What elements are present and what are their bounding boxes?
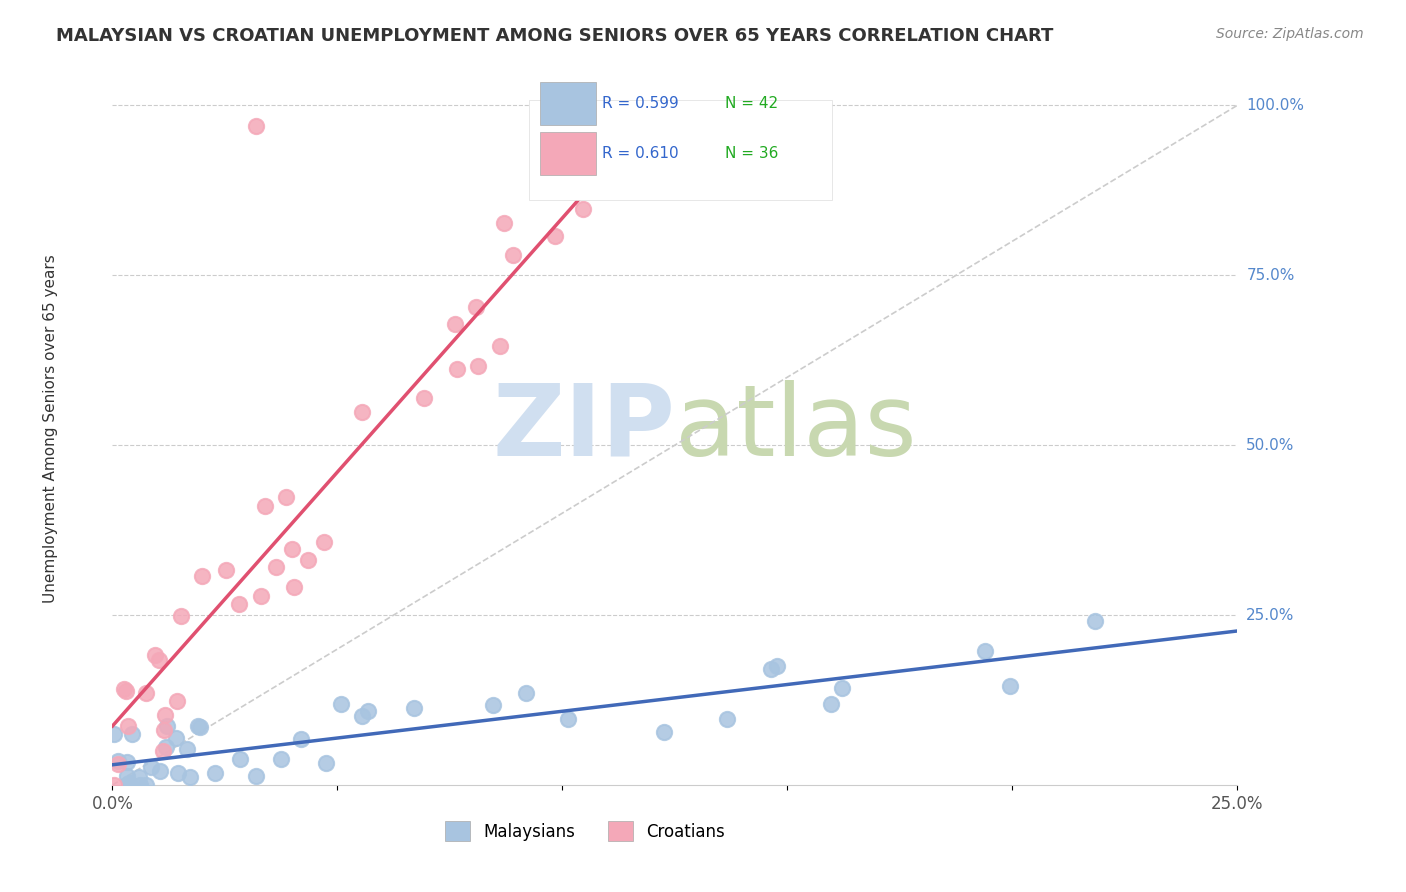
Legend: Malaysians, Croatians: Malaysians, Croatians [437,814,733,848]
Point [652,724,675,739]
Point [152,744,174,758]
Point [998,679,1021,693]
Point [187,719,209,733]
Point [544,228,567,243]
Point [228,597,250,611]
Point [176,742,198,756]
Point [191,569,214,583]
Point [103,727,125,741]
Point [107,754,129,768]
Point [297,553,319,567]
Text: atlas: atlas [675,380,917,476]
Point [488,339,510,353]
Point [115,755,138,769]
Point [974,643,997,657]
Point [229,752,252,766]
Point [254,499,277,513]
Text: R = 0.610: R = 0.610 [602,146,678,161]
Point [153,708,176,723]
Point [115,769,138,783]
Text: 75.0%: 75.0% [1246,268,1295,283]
Point [404,700,426,714]
Point [153,723,176,737]
Point [350,405,373,419]
Text: 25.0%: 25.0% [1246,607,1295,623]
Point [128,778,150,792]
Point [283,580,305,594]
Point [482,698,505,712]
Point [571,202,593,216]
Point [290,731,312,746]
Point [112,681,135,696]
Point [121,726,143,740]
Text: MALAYSIAN VS CROATIAN UNEMPLOYMENT AMONG SENIORS OVER 65 YEARS CORRELATION CHART: MALAYSIAN VS CROATIAN UNEMPLOYMENT AMONG… [56,27,1053,45]
Text: Source: ZipAtlas.com: Source: ZipAtlas.com [1216,27,1364,41]
Point [165,731,187,746]
Point [135,778,157,792]
Point [128,770,150,784]
Point [249,589,271,603]
Point [141,760,163,774]
Point [315,756,337,771]
Point [412,391,434,405]
Point [765,659,787,673]
Point [276,490,298,504]
Point [115,684,138,698]
Text: N = 36: N = 36 [725,146,779,161]
Point [330,697,353,711]
Text: 50.0%: 50.0% [1246,438,1295,452]
Point [831,681,853,695]
Point [135,686,157,700]
Point [761,662,783,676]
Text: R = 0.599: R = 0.599 [602,96,679,111]
Point [446,361,468,376]
Point [465,300,488,314]
Point [502,248,524,262]
Point [356,705,378,719]
Point [716,712,738,726]
Point [143,648,166,662]
Point [169,609,191,624]
Point [352,709,374,723]
Point [494,216,516,230]
Point [167,766,190,780]
Point [155,719,177,733]
Point [314,535,336,549]
Point [443,318,465,332]
Point [107,756,129,771]
Point [266,560,288,574]
Point [820,697,842,711]
Point [118,778,141,792]
FancyBboxPatch shape [540,82,596,125]
Point [557,712,579,726]
Point [281,542,304,557]
Point [155,739,177,754]
Point [118,776,141,790]
Point [179,770,201,784]
Text: ZIP: ZIP [492,380,675,476]
FancyBboxPatch shape [529,100,832,200]
Point [467,359,489,373]
Point [245,119,267,133]
Point [103,778,125,792]
FancyBboxPatch shape [540,132,596,175]
Point [215,563,238,577]
Point [515,686,537,700]
Point [204,765,226,780]
Text: N = 42: N = 42 [725,96,779,111]
Point [117,719,139,733]
Point [149,764,172,778]
Point [148,653,170,667]
Point [188,720,211,734]
Text: 100.0%: 100.0% [1246,98,1305,113]
Point [270,752,292,766]
Point [245,769,267,783]
Point [166,694,188,708]
Point [1084,614,1107,628]
Text: Unemployment Among Seniors over 65 years: Unemployment Among Seniors over 65 years [44,254,58,602]
